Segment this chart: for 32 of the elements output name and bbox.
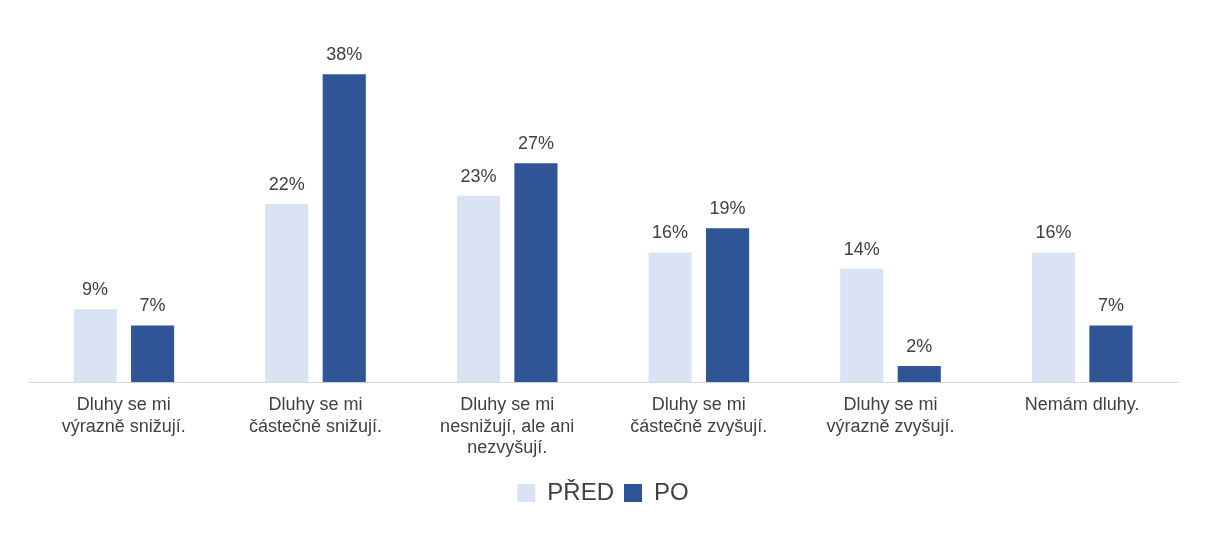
bar <box>706 228 750 383</box>
x-tick-label: Dluhy se mi částečně zvyšují. <box>630 393 768 436</box>
legend-label: PO <box>654 477 689 505</box>
data-label: 14% <box>843 238 880 259</box>
bar <box>131 325 175 383</box>
data-label: 38% <box>326 44 363 65</box>
bar <box>265 203 309 383</box>
bar <box>1089 325 1133 383</box>
legend-label: PŘED <box>547 477 615 505</box>
x-tick-label: Dluhy se mi výrazně snižují. <box>61 393 186 436</box>
data-label: 16% <box>1035 222 1072 243</box>
data-label: 7% <box>139 295 166 316</box>
data-label: 22% <box>268 173 305 194</box>
bar <box>840 268 884 383</box>
data-label: 27% <box>517 133 554 154</box>
bar <box>73 309 117 383</box>
x-tick-label: Dluhy se mi částečně snižují. <box>248 393 383 436</box>
bar <box>456 195 500 383</box>
data-label: 7% <box>1097 295 1124 316</box>
data-label: 23% <box>460 165 497 186</box>
bar <box>322 74 366 383</box>
bar <box>648 252 692 383</box>
data-label: 9% <box>82 279 109 300</box>
x-tick-label: Nemám dluhy. <box>1024 393 1140 414</box>
data-label: 16% <box>652 222 689 243</box>
bar <box>1031 252 1075 383</box>
bar <box>514 163 558 383</box>
data-label: 2% <box>906 335 933 356</box>
x-tick-label: Dluhy se mi nesnižují, ale ani nezvyšují. <box>440 393 575 458</box>
data-label: 19% <box>709 198 746 219</box>
bar <box>897 365 941 383</box>
x-tick-label: Dluhy se mi výrazně zvyšují. <box>826 393 955 436</box>
